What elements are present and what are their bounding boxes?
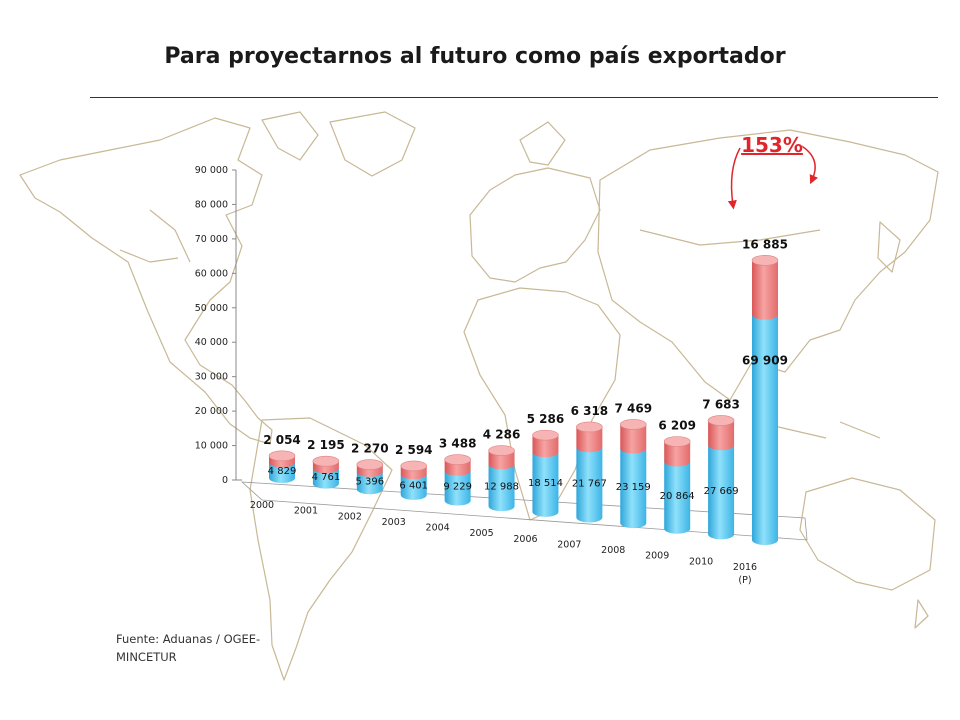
bar-segment-blue: [620, 448, 647, 529]
down-arrow-left: [727, 147, 741, 210]
world-map-background: [19, 111, 939, 681]
bar-segment-blue: [576, 447, 603, 523]
bar-top-cap: [576, 421, 603, 433]
bar-segment-red: [488, 450, 515, 470]
bar-top-cap: [707, 415, 735, 426]
x-tick-label: 2008: [601, 545, 625, 556]
bar-top-cap: [619, 419, 647, 430]
value-label-red: 4 286: [483, 428, 521, 442]
value-label-red: 2 054: [263, 433, 301, 447]
x-tick-label: 2002: [338, 511, 362, 522]
y-axis: 0 10 000 20 000 30 000 40 000 50 000 60 000 70 …: [195, 165, 242, 486]
title-divider: [90, 97, 938, 98]
bar-top-cap: [356, 459, 384, 470]
growth-annotation: 153%: [727, 133, 818, 210]
value-label-blue: 69 909: [742, 354, 788, 368]
value-labels: 2 054 4 829 2 195 4 761 2 270 5 396 2 594 6 401…: [263, 237, 788, 502]
bar-segment-blue: [269, 462, 295, 483]
bar-top-cap: [751, 255, 779, 266]
bar-segment-blue: [752, 314, 778, 545]
bar-top-cap: [663, 436, 691, 447]
bar-segment-red: [752, 260, 778, 320]
x-tick-label: 2006: [513, 534, 537, 545]
slide-title: Para proyectarnos al futuro como país ex…: [164, 44, 786, 69]
y-tick-label: 90 000: [195, 165, 228, 176]
value-label-red: 6 209: [658, 418, 696, 432]
bar-segment-red: [708, 420, 735, 451]
value-label-blue: 21 767: [572, 478, 607, 489]
bar-segment-blue: [708, 445, 735, 540]
bar-segment-blue: [444, 470, 471, 506]
bar-top-cap: [444, 454, 471, 465]
x-tick-label: 2000: [250, 500, 274, 511]
x-tick-label: 2007: [557, 539, 581, 550]
bar-segment-blue: [532, 452, 559, 517]
x-tick-sublabel: (P): [738, 575, 751, 586]
y-tick-label: 50 000: [195, 303, 228, 314]
bar-segment-red: [576, 426, 603, 453]
value-label-blue: 27 669: [704, 486, 739, 497]
value-label-red: 2 270: [351, 442, 389, 456]
x-tick-label: 2005: [469, 528, 493, 539]
x-tick-label: 2009: [645, 551, 669, 562]
bars: [268, 255, 779, 545]
x-axis-floor: [240, 481, 808, 541]
value-label-red: 3 488: [439, 437, 477, 451]
bar-segment-blue: [664, 461, 691, 534]
y-tick-label: 20 000: [195, 406, 228, 417]
value-label-red: 6 318: [571, 404, 609, 418]
x-tick-label: 2003: [382, 517, 406, 528]
x-axis: 2000 2001 2002 2003 2004 2005 2006 2007 2008 2009…: [240, 481, 808, 586]
growth-percent-label: 153%: [741, 133, 803, 157]
bar-segment-blue: [312, 468, 339, 489]
x-tick-label: 2001: [294, 506, 318, 517]
bar-top-cap: [488, 445, 515, 456]
y-tick-label: 80 000: [195, 199, 228, 210]
value-label-blue: 20 864: [660, 491, 695, 502]
value-label-red: 7 469: [614, 401, 652, 415]
source-note: Fuente: Aduanas / OGEE-MINCETUR: [116, 632, 261, 664]
bar-top-cap: [532, 429, 559, 441]
value-label-red: 2 195: [307, 438, 345, 452]
x-tick-label: 2004: [426, 523, 450, 534]
value-label-blue: 6 401: [399, 481, 428, 492]
bar-segment-red: [532, 435, 559, 458]
bar-segment-blue: [356, 471, 383, 495]
y-tick-label: 40 000: [195, 337, 228, 348]
bar-segment-red: [664, 441, 691, 467]
value-label-blue: 4 829: [268, 466, 297, 477]
y-tick-label: 70 000: [195, 234, 228, 245]
value-label-blue: 18 514: [528, 478, 563, 489]
y-tick-label: 60 000: [195, 268, 228, 279]
value-label-blue: 5 396: [355, 477, 384, 488]
bar-top-cap: [268, 450, 296, 462]
value-label-red: 2 594: [395, 443, 433, 457]
bar-segment-blue: [488, 464, 515, 512]
bar-top-cap: [312, 455, 340, 467]
y-tick-label: 10 000: [195, 441, 228, 452]
x-tick-label: 2010: [689, 556, 713, 567]
x-tick-label: 2016: [733, 562, 757, 573]
value-label-blue: 23 159: [616, 482, 651, 493]
value-label-blue: 4 761: [312, 472, 341, 483]
y-tick-label: 0: [222, 475, 228, 486]
value-label-blue: 9 229: [443, 482, 472, 493]
value-label-red: 16 885: [742, 237, 788, 251]
value-label-red: 5 286: [527, 412, 565, 426]
value-label-red: 7 683: [702, 397, 740, 411]
down-arrow-right: [799, 144, 818, 185]
value-label-blue: 12 988: [484, 481, 519, 492]
y-tick-label: 30 000: [195, 372, 228, 383]
bar-top-cap: [400, 460, 428, 472]
bar-segment-red: [620, 424, 647, 454]
bar-segment-blue: [400, 474, 427, 500]
